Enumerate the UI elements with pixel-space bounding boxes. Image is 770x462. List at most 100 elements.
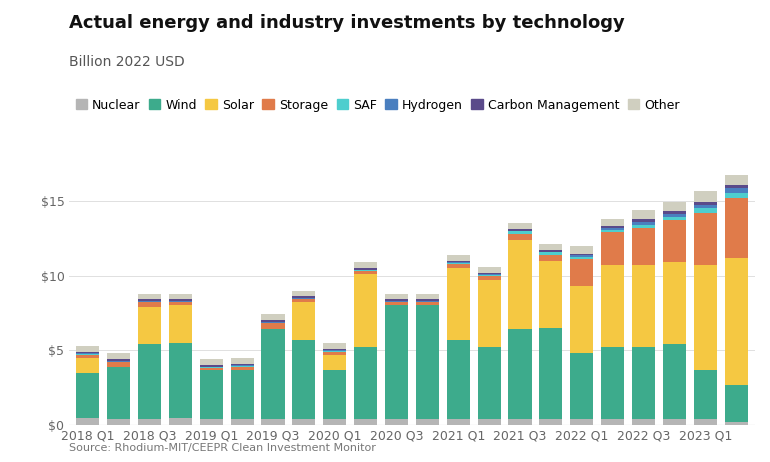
Bar [601,419,624,425]
Bar [76,373,99,418]
Bar [76,358,99,373]
Bar [477,274,500,275]
Bar [539,250,562,252]
Bar [169,299,192,301]
Bar [262,315,285,321]
Bar [725,193,748,198]
Bar [138,299,161,301]
Bar [323,351,346,352]
Bar [447,255,470,261]
Bar [416,305,439,419]
Bar [632,265,655,347]
Bar [76,355,99,358]
Bar [447,419,470,425]
Bar [539,252,562,255]
Bar [76,353,99,354]
Bar [694,370,717,419]
Bar [169,301,192,302]
Bar [230,419,254,425]
Bar [293,298,316,299]
Bar [725,188,748,193]
Bar [169,302,192,303]
Bar [663,202,686,211]
Bar [601,265,624,347]
Bar [508,329,531,419]
Bar [138,302,161,303]
Bar [570,259,594,286]
Bar [354,347,377,419]
Bar [385,301,408,302]
Bar [632,219,655,222]
Bar [601,232,624,265]
Bar [230,365,254,366]
Bar [199,359,223,365]
Bar [385,303,408,305]
Bar [138,293,161,299]
Bar [293,303,316,340]
Text: Billion 2022 USD: Billion 2022 USD [69,55,185,69]
Bar [694,201,717,205]
Bar [199,368,223,370]
Bar [601,219,624,226]
Bar [169,418,192,425]
Bar [354,270,377,271]
Bar [632,222,655,225]
Bar [694,205,717,208]
Bar [138,344,161,419]
Bar [663,262,686,344]
Bar [663,220,686,262]
Bar [199,419,223,425]
Bar [76,352,99,353]
Bar [539,419,562,425]
Text: Actual energy and industry investments by technology: Actual energy and industry investments b… [69,14,625,32]
Bar [663,211,686,214]
Bar [725,422,748,425]
Bar [262,323,285,329]
Bar [601,229,624,230]
Bar [508,223,531,229]
Bar [570,246,594,254]
Bar [262,321,285,322]
Bar [169,343,192,418]
Bar [107,362,130,367]
Bar [385,305,408,419]
Bar [138,307,161,344]
Bar [354,271,377,274]
Bar [293,291,316,297]
Bar [601,230,624,232]
Bar [107,367,130,419]
Bar [725,185,748,188]
Bar [447,263,470,264]
Bar [416,293,439,299]
Bar [323,349,346,350]
Bar [76,418,99,425]
Bar [570,257,594,259]
Bar [477,419,500,425]
Bar [293,297,316,298]
Bar [508,231,531,234]
Bar [138,303,161,307]
Bar [663,214,686,217]
Bar [323,343,346,349]
Bar [416,299,439,301]
Bar [323,419,346,425]
Bar [416,302,439,303]
Bar [293,419,316,425]
Bar [230,367,254,370]
Bar [107,419,130,425]
Bar [447,340,470,419]
Bar [539,261,562,328]
Bar [262,419,285,425]
Bar [262,322,285,323]
Bar [694,208,717,213]
Bar [323,352,346,355]
Bar [76,346,99,352]
Bar [477,275,500,280]
Bar [725,175,748,185]
Bar [76,354,99,355]
Bar [169,305,192,343]
Bar [570,286,594,353]
Bar [663,419,686,425]
Bar [385,302,408,303]
Bar [169,293,192,299]
